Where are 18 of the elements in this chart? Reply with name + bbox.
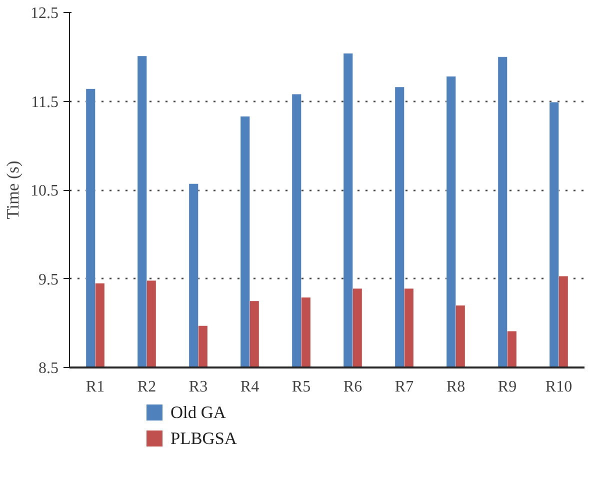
x-tick-label: R5 <box>292 378 311 396</box>
y-tick-label: 9.5 <box>38 271 58 288</box>
x-tick-label: R8 <box>446 378 466 396</box>
x-tick-label: R7 <box>394 378 414 396</box>
y-tick-label: 12.5 <box>30 5 58 22</box>
y-tick-label: 8.5 <box>38 360 58 377</box>
y-axis-title: Time (s) <box>4 160 22 220</box>
y-tick-label: 11.5 <box>31 94 58 111</box>
x-tick-label: R4 <box>240 378 260 396</box>
x-tick-label: R3 <box>188 378 208 396</box>
y-tick-label: 10.5 <box>30 182 58 200</box>
legend-label: PLBGSA <box>170 429 238 448</box>
x-tick-label: R1 <box>86 378 105 396</box>
x-tick-label: R2 <box>137 378 156 396</box>
legend-label: Old GA <box>170 403 226 422</box>
x-tick-label: R10 <box>545 378 572 396</box>
x-tick-label: R9 <box>498 378 517 396</box>
x-tick-label: R6 <box>343 378 362 396</box>
